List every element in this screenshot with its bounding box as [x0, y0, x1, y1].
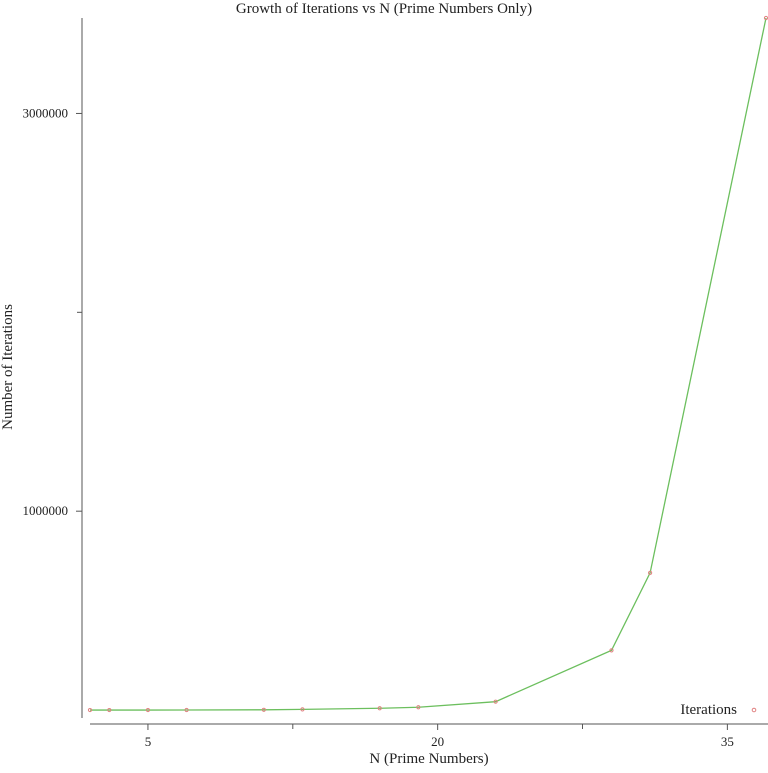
data-point-n-2: [87, 707, 93, 713]
y-axis-title: Number of Iterations: [0, 304, 16, 430]
legend-marker-iterations: [751, 707, 757, 713]
data-point-n-5: [145, 707, 151, 713]
series-layer: [87, 15, 768, 713]
y-tick-label-1000000: 1000000: [23, 503, 69, 518]
legend: Iterations: [680, 702, 757, 718]
data-point-n-17: [377, 706, 382, 711]
data-point-n-23: [493, 699, 498, 704]
data-point-n-3: [107, 707, 112, 713]
x-tick-label-35: 35: [721, 734, 734, 749]
ticks-layer: 5 20 35 1000000 3000000: [23, 105, 734, 749]
data-point-n-29: [609, 648, 614, 653]
data-point-n-19: [416, 705, 421, 710]
chart-title: Growth of Iterations vs N (Prime Numbers…: [236, 1, 532, 17]
data-point-n-13: [300, 707, 305, 712]
data-point-n-11: [261, 707, 266, 712]
data-point-n-31: [648, 570, 653, 575]
legend-label-iterations: Iterations: [680, 702, 737, 718]
y-tick-label-3000000: 3000000: [23, 105, 69, 120]
x-tick-label-20: 20: [431, 734, 444, 749]
x-axis-title: N (Prime Numbers): [369, 751, 488, 767]
series-line-iterations: [89, 17, 767, 711]
x-tick-label-5: 5: [145, 734, 152, 749]
data-point-n-7: [184, 707, 189, 713]
